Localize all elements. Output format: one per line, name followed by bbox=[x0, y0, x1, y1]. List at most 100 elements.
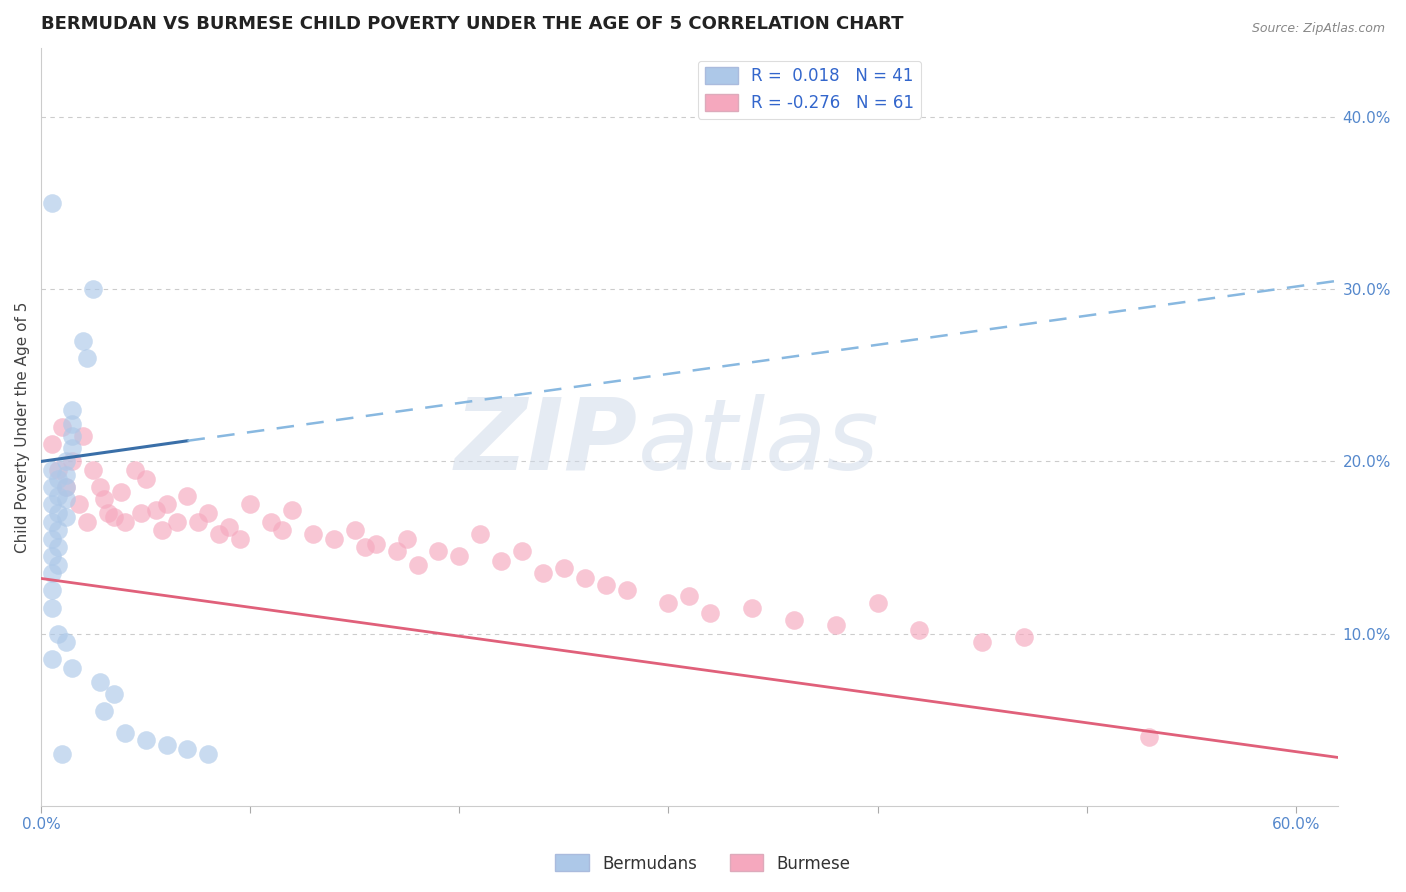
Point bbox=[41, 515, 63, 529]
Point bbox=[46, 489, 69, 503]
Point bbox=[55, 468, 77, 483]
Point bbox=[406, 558, 429, 572]
Point bbox=[62, 428, 84, 442]
Point bbox=[1139, 730, 1161, 744]
Point bbox=[152, 523, 174, 537]
Point bbox=[41, 437, 63, 451]
Point bbox=[364, 537, 387, 551]
Point bbox=[114, 726, 136, 740]
Point bbox=[67, 498, 90, 512]
Point bbox=[41, 549, 63, 563]
Point bbox=[72, 334, 94, 348]
Point bbox=[824, 618, 846, 632]
Point bbox=[41, 498, 63, 512]
Point bbox=[103, 509, 125, 524]
Text: BERMUDAN VS BURMESE CHILD POVERTY UNDER THE AGE OF 5 CORRELATION CHART: BERMUDAN VS BURMESE CHILD POVERTY UNDER … bbox=[41, 15, 904, 33]
Point bbox=[55, 454, 77, 468]
Point bbox=[62, 441, 84, 455]
Point bbox=[62, 661, 84, 675]
Text: atlas: atlas bbox=[637, 393, 879, 491]
Point bbox=[302, 526, 325, 541]
Point bbox=[72, 428, 94, 442]
Point bbox=[110, 485, 132, 500]
Point bbox=[51, 420, 73, 434]
Point bbox=[76, 515, 98, 529]
Point bbox=[783, 613, 806, 627]
Point bbox=[82, 463, 104, 477]
Point bbox=[155, 498, 177, 512]
Point bbox=[89, 674, 111, 689]
Point bbox=[176, 489, 198, 503]
Point bbox=[260, 515, 283, 529]
Point bbox=[239, 498, 262, 512]
Point bbox=[678, 589, 700, 603]
Y-axis label: Child Poverty Under the Age of 5: Child Poverty Under the Age of 5 bbox=[15, 301, 30, 553]
Point bbox=[270, 523, 292, 537]
Point bbox=[531, 566, 554, 581]
Point bbox=[470, 526, 492, 541]
Point bbox=[574, 571, 596, 585]
Point bbox=[699, 606, 721, 620]
Point bbox=[41, 600, 63, 615]
Point bbox=[354, 541, 377, 555]
Point bbox=[41, 566, 63, 581]
Point bbox=[46, 506, 69, 520]
Point bbox=[135, 733, 157, 747]
Point bbox=[46, 472, 69, 486]
Point bbox=[55, 635, 77, 649]
Text: ZIP: ZIP bbox=[454, 393, 637, 491]
Point bbox=[218, 520, 240, 534]
Point bbox=[46, 523, 69, 537]
Point bbox=[51, 747, 73, 761]
Point bbox=[187, 515, 209, 529]
Point bbox=[55, 492, 77, 507]
Point bbox=[82, 282, 104, 296]
Point bbox=[489, 554, 512, 568]
Point bbox=[229, 532, 252, 546]
Point bbox=[741, 600, 763, 615]
Point bbox=[55, 509, 77, 524]
Point bbox=[62, 417, 84, 431]
Point bbox=[866, 595, 889, 609]
Point bbox=[41, 532, 63, 546]
Legend: Bermudans, Burmese: Bermudans, Burmese bbox=[548, 847, 858, 880]
Point bbox=[1012, 630, 1035, 644]
Point bbox=[322, 532, 344, 546]
Point bbox=[553, 561, 575, 575]
Point bbox=[131, 506, 153, 520]
Point bbox=[908, 623, 931, 637]
Point bbox=[176, 741, 198, 756]
Point bbox=[616, 583, 638, 598]
Point bbox=[145, 502, 167, 516]
Point bbox=[76, 351, 98, 366]
Point bbox=[93, 492, 115, 507]
Point bbox=[46, 463, 69, 477]
Point bbox=[62, 454, 84, 468]
Point bbox=[166, 515, 188, 529]
Point bbox=[41, 480, 63, 494]
Point bbox=[41, 196, 63, 211]
Point bbox=[55, 480, 77, 494]
Point bbox=[427, 544, 450, 558]
Point bbox=[155, 739, 177, 753]
Point bbox=[449, 549, 471, 563]
Point bbox=[281, 502, 304, 516]
Point bbox=[46, 541, 69, 555]
Point bbox=[396, 532, 419, 546]
Point bbox=[385, 544, 408, 558]
Point bbox=[595, 578, 617, 592]
Point bbox=[124, 463, 146, 477]
Point bbox=[197, 747, 219, 761]
Point bbox=[208, 526, 231, 541]
Point bbox=[972, 635, 994, 649]
Point bbox=[46, 558, 69, 572]
Point bbox=[55, 480, 77, 494]
Point bbox=[97, 506, 120, 520]
Point bbox=[135, 472, 157, 486]
Point bbox=[510, 544, 533, 558]
Point bbox=[657, 595, 679, 609]
Text: Source: ZipAtlas.com: Source: ZipAtlas.com bbox=[1251, 22, 1385, 36]
Point bbox=[41, 652, 63, 666]
Point bbox=[114, 515, 136, 529]
Point bbox=[62, 402, 84, 417]
